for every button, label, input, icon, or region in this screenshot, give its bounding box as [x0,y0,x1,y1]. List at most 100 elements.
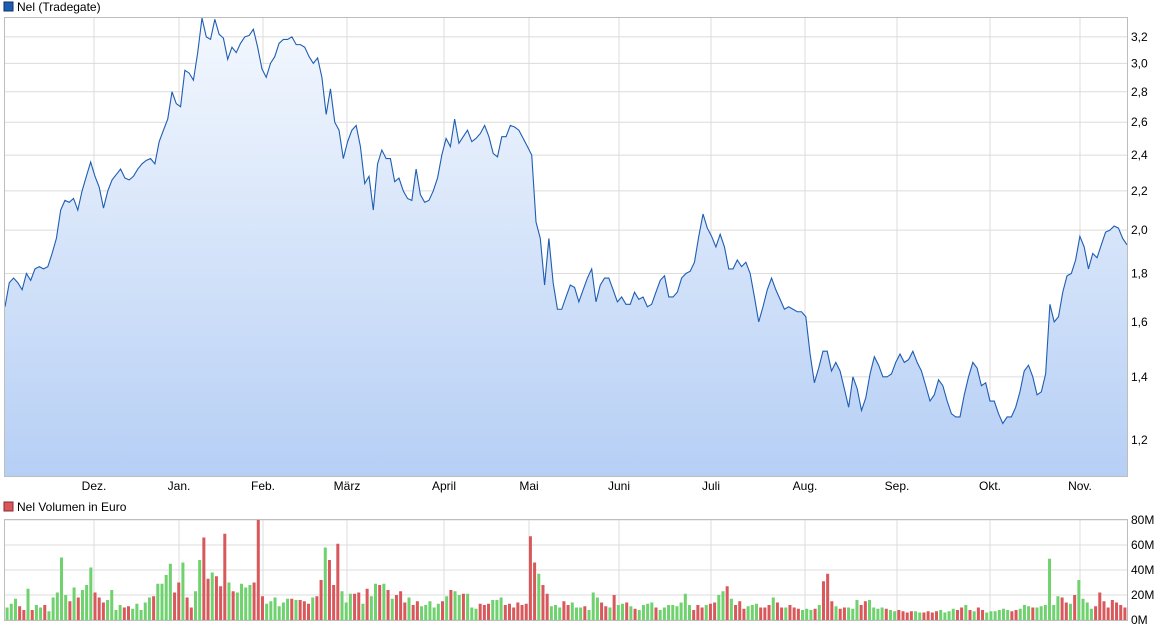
volume-bar [1006,610,1010,620]
volume-bar [323,547,327,620]
volume-bar [1068,603,1072,620]
price-x-tick-label: Okt. [979,479,1001,493]
volume-bar [1014,610,1018,620]
volume-bar [863,601,867,620]
volume-bar [851,608,855,620]
volume-bar [30,610,34,620]
volume-bar [378,585,382,620]
volume-bar [1052,605,1056,620]
volume-bar [231,591,235,620]
volume-bar [403,602,407,620]
volume-bar [407,597,411,620]
volume-bar [633,608,637,620]
volume-bar [340,591,344,620]
volume-bar [47,611,51,620]
volume-bar [888,610,892,620]
volume-bar [763,607,767,620]
volume-bar [901,611,905,620]
volume-bar [89,567,93,620]
volume-bar [449,590,453,620]
volume-bar [1115,602,1119,620]
volume-bar [821,581,825,620]
volume-bar [244,587,248,620]
price-plot-frame [4,17,1128,477]
volume-bar [219,586,223,620]
price-x-tick-label: Jan. [168,479,191,493]
volume-y-tick-label: 40M [1131,563,1154,577]
volume-bar [1094,606,1098,620]
volume-bar [1085,602,1089,620]
volume-bar [1027,606,1031,620]
volume-bar [943,612,947,620]
price-x-tick-label: Juni [608,479,630,493]
volume-bar [1018,608,1022,620]
volume-y-tick-label: 60M [1131,538,1154,552]
volume-bar [135,603,139,620]
price-y-tick-label: 2,2 [1131,184,1148,198]
volume-bar [713,602,717,620]
volume-bar [127,606,131,620]
volume-bar [348,593,352,620]
volume-bar [679,602,683,620]
price-x-axis: Dez. Jan. Feb. März April Mai Juni Juli Aug. Sep.… [82,479,1092,493]
volume-bar [792,607,796,620]
volume-bar [725,586,729,620]
volume-bar [185,597,189,620]
volume-bar [876,608,880,620]
volume-bar [579,607,583,620]
volume-bar [972,611,976,620]
price-line [4,17,1128,425]
volume-bar [939,610,943,620]
volume-bar [147,597,151,620]
volume-bar [780,607,784,620]
volume-bar [432,607,436,620]
price-y-tick-label: 2,0 [1131,223,1148,237]
volume-bars [5,520,1127,620]
volume-legend-label: Nel Volumen in Euro [17,500,127,514]
volume-bar [976,607,980,620]
volume-bar [675,606,679,620]
volume-bar [1056,596,1060,620]
volume-bar [177,582,181,620]
volume-bar [5,607,9,620]
volume-bar [985,612,989,620]
volume-bar [729,598,733,620]
volume-bar [759,607,763,620]
volume-bar [805,608,809,620]
volume-bar [930,612,934,620]
volume-bar [960,607,964,620]
volume-bar [738,601,742,620]
volume-bar [336,543,340,620]
price-x-tick-label: Juli [702,479,720,493]
volume-bar [754,603,758,620]
volume-bar [311,597,315,620]
price-y-tick-label: 1,4 [1131,370,1148,384]
volume-bar [608,607,612,620]
volume-bar [382,583,386,620]
volume-bar [18,606,22,620]
volume-bar [981,610,985,620]
volume-bar [394,595,398,620]
price-y-tick-label: 1,6 [1131,315,1148,329]
volume-bar [97,597,101,620]
volume-bar [520,605,524,620]
volume-bar [830,601,834,620]
volume-bar [206,578,210,620]
volume-bar [248,585,252,620]
volume-bar [173,592,177,620]
volume-bar [307,603,311,620]
volume-bar [897,610,901,620]
volume-bar [344,602,348,620]
volume-bar [1119,605,1123,620]
volume-bar [549,606,553,620]
price-y-tick-label: 2,6 [1131,115,1148,129]
volume-bar [1110,600,1114,620]
volume-bar [495,600,499,620]
volume-bar [671,605,675,620]
volume-bar [487,603,491,620]
volume-bar [528,536,532,620]
volume-bar [277,606,281,620]
volume-bar [353,593,357,620]
price-area-fill [5,18,1127,476]
